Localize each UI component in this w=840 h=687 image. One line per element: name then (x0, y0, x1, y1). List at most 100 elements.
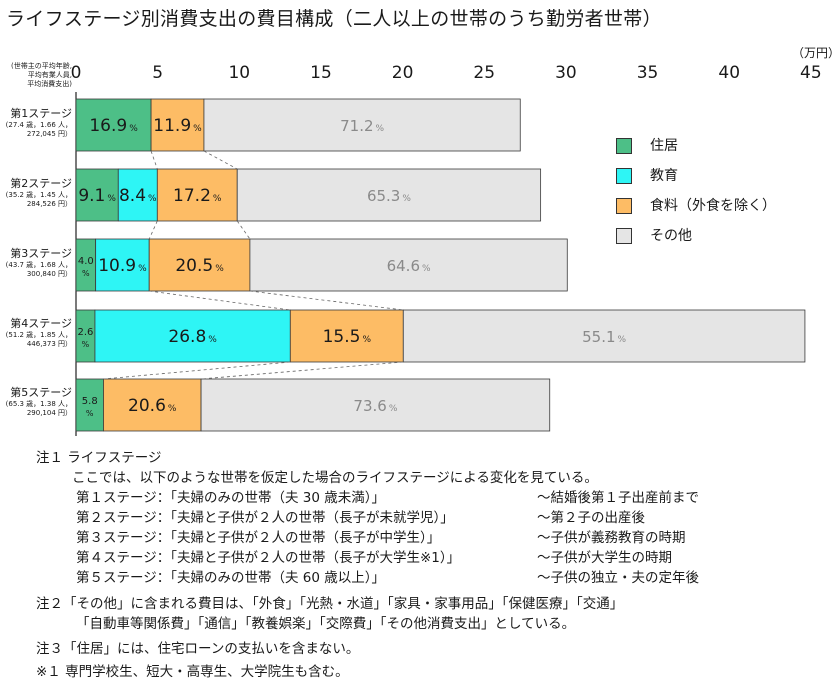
stage-detail: 272,045 円） (26, 130, 72, 138)
axis-note-line: 平均有業人員, (27, 71, 72, 79)
legend-label: その他 (650, 228, 692, 244)
x-tick-label: 25 (473, 63, 495, 83)
note-2-line-1: 注２「その他」に含まれる費目は、「外食」「光熱・水道」「家具・家事用品」「保健医… (36, 596, 624, 612)
data-label: 2.6 (78, 327, 94, 338)
stage-label-4: 第4ステージ (51.2 歳，1.85 人， 446,373 円） (2, 317, 72, 349)
data-label: 15.5% (323, 327, 372, 347)
x-tick-label: 15 (310, 63, 332, 83)
stacked-bar-chart: 0 5 10 15 20 25 30 35 40 45 16.9% 11.9% 71.2 % 9.1% 8.4… (71, 63, 822, 436)
legend-item-food: 食料（外食を除く） (616, 197, 816, 217)
bar-segment (148, 238, 251, 292)
stage-definition: 第４ステージ：「夫婦と子供が２人の世帯（長子が大学生※1）」 (76, 550, 461, 566)
axis-note: (世帯主の平均年齢, 平均有業人員, 平均消費支出) (2, 62, 72, 89)
data-label: 20.5% (175, 256, 224, 276)
legend-swatch (616, 228, 632, 244)
stage-label-5: 第5ステージ (65.3 歳，1.38 人， 290,104 円） (2, 386, 72, 418)
legend-label: 教育 (650, 168, 678, 184)
bar-segment (200, 378, 551, 432)
data-label: 26.8% (168, 327, 217, 347)
axis-note-line: (世帯主の平均年齢, (11, 62, 72, 70)
stage-name: 第5ステージ (10, 386, 72, 399)
stage-detail: (27.4 歳，1.66 人， (5, 121, 72, 129)
data-label: 10.9% (98, 256, 147, 276)
data-label: 5.8 (82, 396, 98, 407)
stage-name: 第4ステージ (10, 317, 72, 330)
data-label-unit: % (82, 269, 90, 278)
data-label: 16.9% (89, 116, 138, 136)
stage-detail: (43.7 歳，1.68 人， (5, 261, 72, 269)
connector-line (203, 150, 238, 170)
data-label: 17.2% (173, 186, 222, 206)
stage-definition: 第１ステージ：「夫婦のみの世帯（夫 30 歳未満）」 (76, 490, 385, 506)
connector-line (236, 220, 251, 240)
data-label: 20.6% (128, 396, 177, 416)
stage-name: 第2ステージ (10, 177, 72, 190)
data-label: 11.9% (153, 116, 202, 136)
x-tick-label: 5 (152, 63, 163, 83)
stage-detail: (65.3 歳，1.38 人， (5, 400, 72, 408)
stage-detail: 290,104 円） (26, 409, 72, 417)
data-label: 4.0 (78, 256, 94, 267)
connector-line (103, 361, 291, 380)
legend-label: 食料（外食を除く） (650, 198, 776, 214)
note-1-heading: 注１ ライフステージ (36, 450, 162, 466)
data-label: 8.4% (119, 186, 157, 206)
x-tick-label: 40 (718, 63, 740, 83)
legend-label: 住居 (650, 138, 678, 154)
bar-segment (289, 309, 404, 363)
x-tick-label: 10 (228, 63, 250, 83)
connector-line (201, 361, 404, 380)
x-tick-label: 35 (637, 63, 659, 83)
stage-definition: 第５ステージ：「夫婦のみの世帯（夫 60 歳以上）」 (76, 570, 385, 586)
x-tick-label: 20 (392, 63, 414, 83)
note-4: ※１ 専門学校生、短大・高専生、大学院生も含む。 (36, 664, 349, 680)
stage-name: 第3ステージ (10, 247, 72, 260)
legend-swatch (616, 168, 632, 184)
note-1-intro: ここでは、以下のような世帯を仮定した場合のライフステージによる変化を見ている。 (72, 470, 598, 486)
bar-segment (156, 168, 238, 222)
axis-note-line: 平均消費支出) (27, 80, 72, 88)
bar-segment (117, 168, 158, 222)
x-tick-label: 30 (555, 63, 577, 83)
legend-item-housing: 住居 (616, 137, 816, 157)
bar-segment (203, 98, 521, 152)
data-label-unit: % (82, 340, 90, 349)
legend-item-other: その他 (616, 227, 816, 247)
data-label: 9.1% (78, 186, 116, 206)
stage-period: ～子供の独立・夫の定年後 (537, 570, 699, 586)
stage-period: ～子供が義務教育の時期 (537, 530, 686, 546)
bar-segment (75, 378, 104, 432)
bar-segment (75, 98, 152, 152)
stage-label-1: 第1ステージ (27.4 歳，1.66 人， 272,045 円） (2, 107, 72, 139)
stage-detail: 300,840 円） (26, 270, 72, 278)
bar-segment (94, 309, 291, 363)
stage-definition: 第３ステージ：「夫婦と子供が２人の世帯（長子が中学生）」 (76, 530, 441, 546)
x-tick-label: 45 (800, 63, 822, 83)
chart-title: ライフステージ別消費支出の費目構成（二人以上の世帯のうち勤労者世帯） (6, 8, 662, 30)
stage-detail: 284,526 円） (26, 200, 72, 208)
stage-label-2: 第2ステージ (35.2 歳，1.45 人， 284,526 円） (2, 177, 72, 209)
data-label: 65.3% (367, 187, 411, 205)
stage-detail: 446,373 円） (26, 340, 72, 348)
stage-detail: (35.2 歳，1.45 人， (5, 191, 72, 199)
stage-detail: (51.2 歳，1.85 人， (5, 331, 72, 339)
bar-segment (402, 309, 806, 363)
stage-name: 第1ステージ (10, 107, 72, 120)
stage-label-3: 第3ステージ (43.7 歳，1.68 人， 300,840 円） (2, 247, 72, 279)
bar-segment (150, 98, 205, 152)
legend-swatch (616, 198, 632, 214)
x-tick-label: 0 (71, 63, 82, 83)
stage-period: ～子供が大学生の時期 (537, 550, 672, 566)
data-label: 73.6% (353, 397, 397, 415)
unit-label: （万円） (792, 46, 840, 60)
connector-line (249, 290, 404, 311)
bar-segment (75, 168, 119, 222)
stage-period: ～第２子の出産後 (537, 510, 645, 526)
data-label: 71.2% (340, 117, 384, 135)
legend-swatch (616, 138, 632, 154)
bar-segment (236, 168, 542, 222)
bar-segment (103, 378, 202, 432)
legend-item-education: 教育 (616, 167, 816, 187)
connector-line (149, 290, 291, 311)
stage-definition: 第２ステージ：「夫婦と子供が２人の世帯（長子が未就学児）」 (76, 510, 454, 526)
